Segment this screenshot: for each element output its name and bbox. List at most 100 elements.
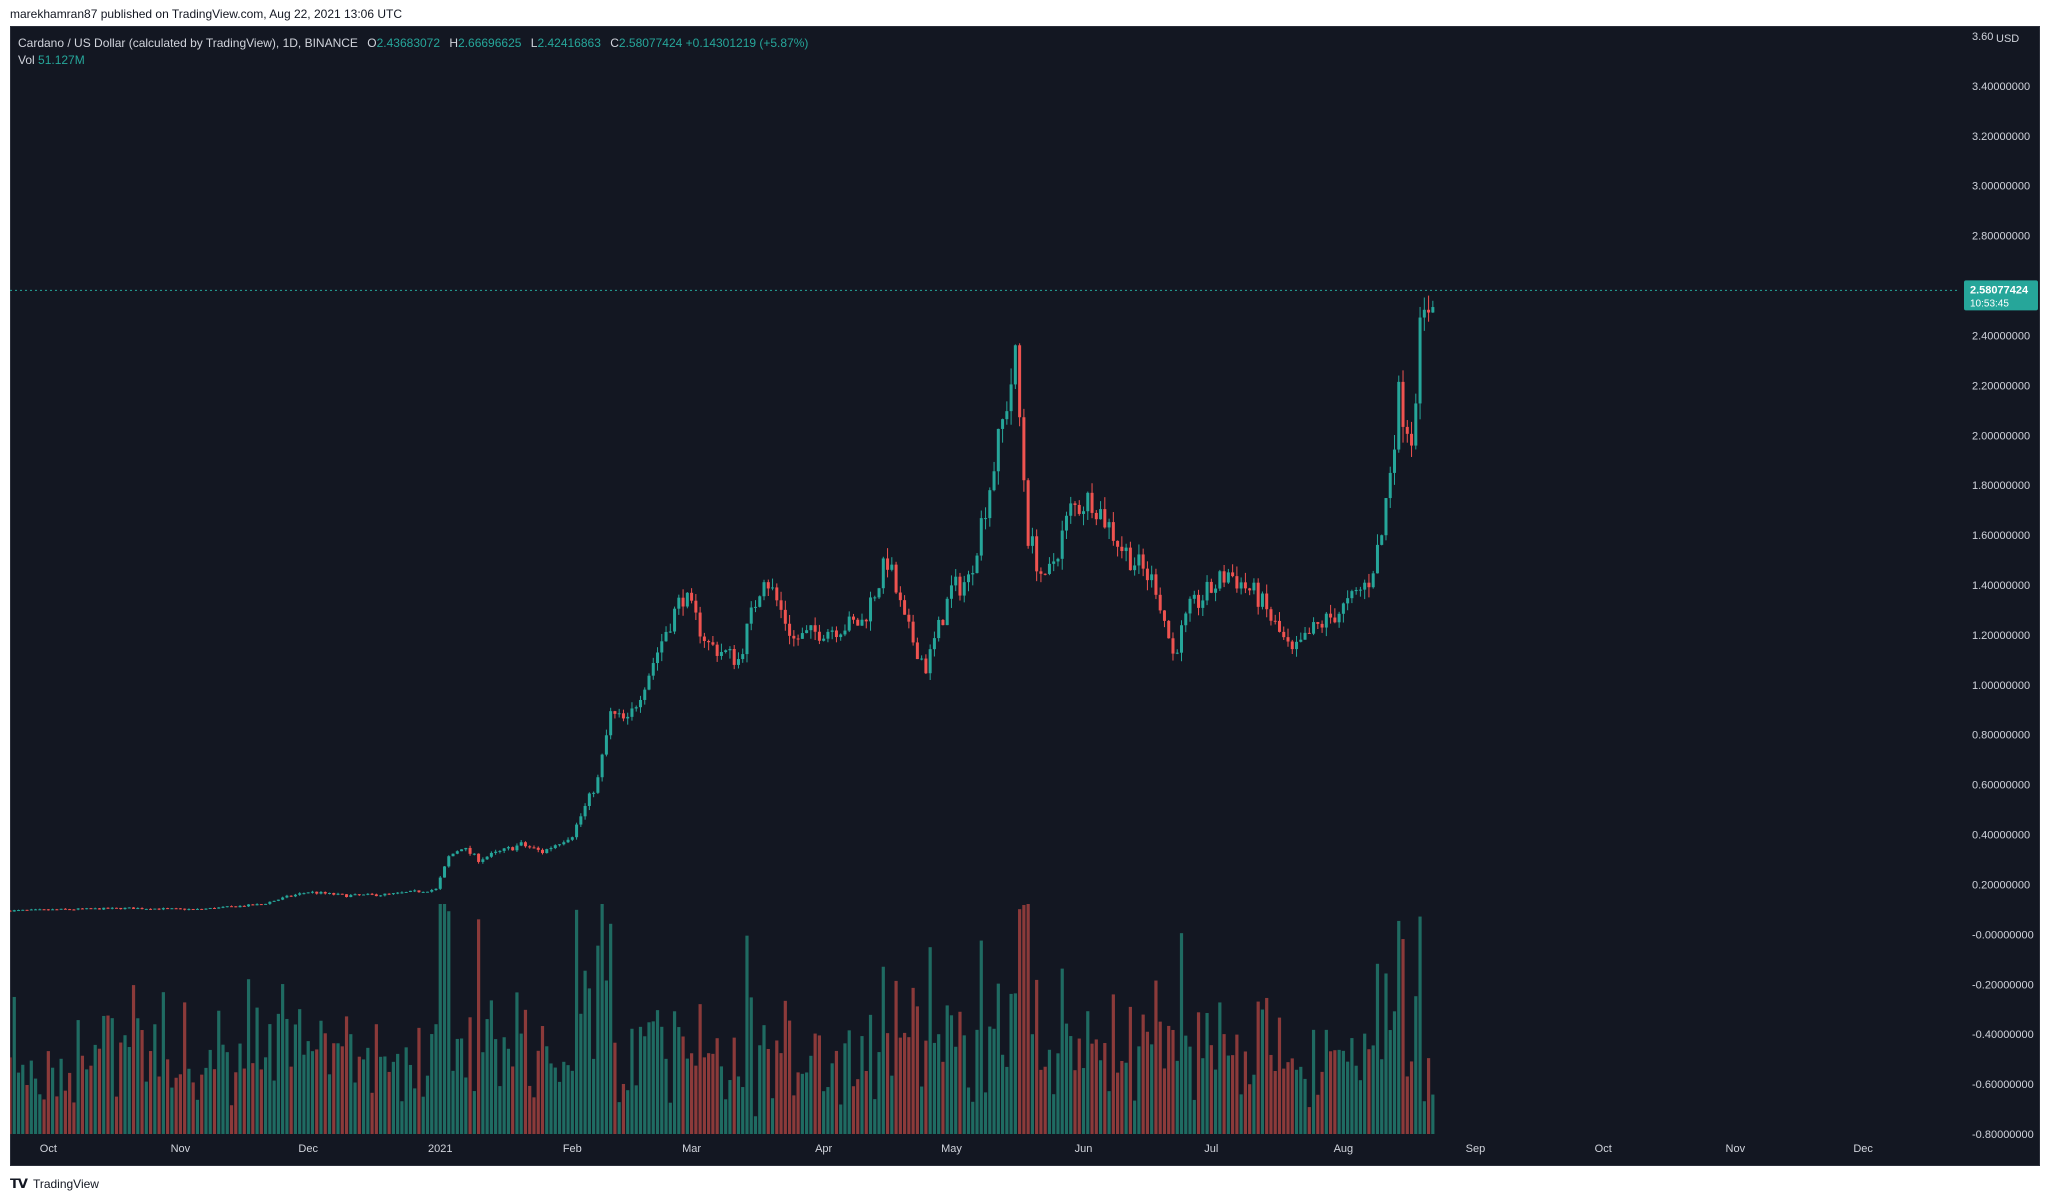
volume-bar (498, 1086, 502, 1134)
legend-symbol: Cardano / US Dollar (calculated by Tradi… (18, 36, 358, 50)
volume-bar (1392, 1011, 1397, 1134)
candle-body (583, 805, 587, 817)
candle-body (920, 658, 924, 660)
footer-brand[interactable]: 𝗧𝗩 TradingView (10, 1176, 99, 1192)
volume-bar (246, 979, 251, 1134)
candle-body (856, 619, 860, 626)
candle-body (651, 663, 655, 676)
candle-body (1218, 571, 1222, 589)
volume-bar (1333, 1050, 1337, 1134)
candle-body (1358, 589, 1362, 591)
candle-body (736, 659, 740, 665)
volume-bar (787, 1020, 792, 1134)
candle-body (1009, 384, 1013, 412)
candle-body (1239, 582, 1243, 589)
candle-body (864, 619, 868, 622)
candle-body (38, 909, 42, 911)
volume-bar (1375, 963, 1380, 1134)
candle-body (127, 907, 131, 909)
volume-bar (634, 1085, 638, 1134)
candle-body (660, 641, 664, 653)
candle-body (528, 846, 532, 848)
volume-bar (379, 1056, 383, 1134)
candle-body (1120, 546, 1124, 552)
candle-body (408, 890, 412, 892)
volume-bar (127, 1047, 131, 1134)
candle-body (396, 892, 400, 894)
volume-bar (1000, 1054, 1005, 1134)
candle-body (1111, 522, 1115, 541)
volume-bar (502, 1037, 506, 1134)
volume-bar (847, 1030, 851, 1134)
volume-bar (621, 1083, 626, 1134)
candle-body (332, 892, 336, 895)
volume-bar (425, 1075, 430, 1134)
volume-bar (1035, 979, 1039, 1134)
volume-bar (758, 1045, 762, 1134)
volume-bar (779, 1053, 783, 1134)
candle-body (860, 619, 864, 626)
candle-body (549, 848, 553, 850)
volume-bar (1337, 1049, 1341, 1134)
candle-body (766, 582, 770, 589)
volume-bar (1107, 1091, 1111, 1134)
price-chart[interactable]: 3.40000000 3.20000000 3.00000000 2.80000000… (10, 26, 2040, 1166)
volume-bar (204, 1067, 208, 1134)
candle-body (800, 633, 804, 639)
volume-bar (1192, 1099, 1196, 1134)
volume-bar (660, 1026, 664, 1134)
volume-bar (1226, 1055, 1230, 1134)
volume-bar (366, 1047, 370, 1134)
candle-body (259, 904, 263, 906)
volume-bar (357, 1056, 361, 1134)
candle-body (72, 909, 76, 911)
candle-body (170, 908, 174, 910)
volume-bar (609, 923, 613, 1134)
candle-body (76, 908, 80, 910)
candle-body (345, 894, 349, 898)
candle-body (106, 907, 110, 909)
candle-body (945, 598, 949, 626)
candle-body (1397, 381, 1401, 450)
candle-body (102, 907, 106, 910)
y-tick-label: 0.20000000 (1972, 879, 2030, 891)
volume-bar (21, 1064, 25, 1134)
candle-body (115, 907, 118, 909)
legend-change: +0.14301219 (+5.87%) (685, 36, 809, 50)
candle-body (323, 891, 327, 894)
volume-bar (191, 1082, 195, 1134)
candle-body (1184, 613, 1188, 626)
candle-body (1205, 581, 1209, 601)
volume-bar (1354, 1065, 1358, 1134)
candle-body (438, 877, 442, 889)
candle-body (971, 573, 975, 575)
candle-body (421, 891, 425, 893)
candle-body (937, 619, 941, 639)
candle-body (779, 600, 783, 610)
candle-body (59, 908, 63, 910)
volume-bar (1409, 1061, 1414, 1134)
volume-bar (937, 1034, 941, 1134)
candle-body (796, 638, 800, 640)
candle-body (10, 910, 12, 912)
y-tick-label: 0.80000000 (1972, 730, 2030, 742)
x-tick-label: Feb (563, 1143, 582, 1155)
candle-body (984, 518, 988, 520)
y-tick-label: 2.20000000 (1972, 380, 2030, 392)
candle-body (85, 908, 89, 910)
candle-body (719, 652, 723, 656)
x-tick-label: Nov (171, 1143, 191, 1155)
volume-bar (1171, 1029, 1175, 1134)
volume-bar (1060, 968, 1064, 1134)
candle-body (992, 471, 996, 491)
y-tick-label: -0.60000000 (1972, 1079, 2034, 1091)
candle-body (1180, 625, 1183, 653)
candle-body (498, 850, 502, 852)
volume-bar (685, 1058, 689, 1134)
candle-body (1077, 504, 1081, 514)
candle-body (183, 908, 187, 910)
volume-bar (1367, 1049, 1371, 1134)
volume-bar (574, 909, 579, 1134)
volume-bar (208, 1049, 212, 1134)
candle-body (511, 847, 515, 851)
